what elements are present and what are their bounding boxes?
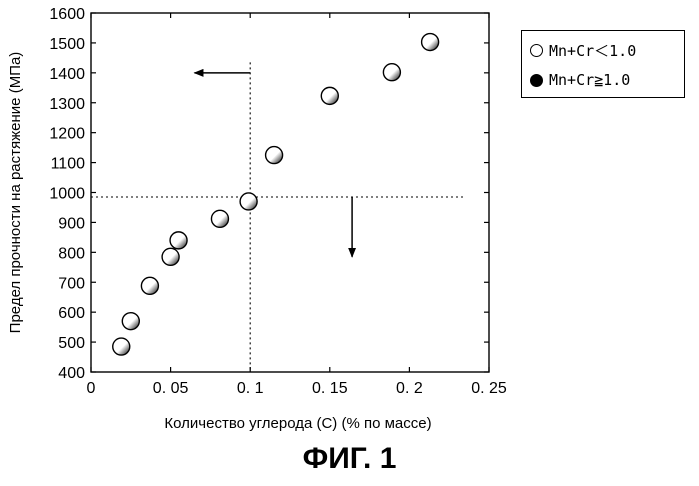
- y-tick-label: 1100: [51, 156, 86, 173]
- y-tick-label: 900: [58, 215, 85, 232]
- x-tick-label: 0. 2: [396, 380, 423, 397]
- open-circle-marker-icon: [530, 43, 543, 57]
- data-point-open: [264, 145, 284, 165]
- y-tick-label: 1000: [49, 186, 85, 203]
- data-point-open: [169, 231, 188, 250]
- data-point-open: [121, 311, 141, 331]
- y-tick-label: 700: [58, 275, 85, 292]
- data-point-open: [239, 192, 258, 211]
- y-axis-label: Предел прочности на растяжение (МПа): [7, 52, 24, 334]
- data-point-open: [112, 337, 131, 356]
- plot-frame: [90, 12, 490, 373]
- x-tick-label: 0. 25: [471, 380, 507, 397]
- y-tick-label: 400: [58, 365, 85, 382]
- data-point-open: [320, 86, 339, 106]
- y-tick-label: 1500: [49, 36, 85, 53]
- y-tick-label: 1200: [49, 126, 85, 143]
- y-tick-label: 600: [58, 305, 85, 322]
- filled-circle-marker-icon: [530, 73, 543, 87]
- data-point-open: [210, 209, 230, 229]
- data-point-open: [382, 63, 402, 82]
- x-tick-label: 0. 05: [153, 380, 189, 397]
- legend: Mn+Cr＜1.0 Mn+Cr≧1.0: [521, 30, 685, 98]
- y-tick-label: 1400: [49, 66, 85, 83]
- data-point-open: [161, 247, 180, 267]
- x-tick-label: 0. 15: [312, 380, 348, 397]
- legend-label-open: Mn+Cr＜1.0: [549, 41, 637, 60]
- figure-caption: ФИГ. 1: [302, 442, 397, 475]
- x-tick-label: 0. 1: [237, 380, 264, 397]
- y-tick-label: 1600: [49, 6, 85, 23]
- legend-label-filled: Mn+Cr≧1.0: [549, 71, 631, 89]
- data-point-open: [420, 32, 440, 52]
- y-tick-label: 500: [58, 335, 85, 352]
- x-axis-label: Количество углерода (С) (% по массе): [164, 415, 431, 432]
- y-tick-label: 1300: [49, 96, 85, 113]
- legend-entry-open: Mn+Cr＜1.0: [530, 39, 636, 61]
- legend-entry-filled: Mn+Cr≧1.0: [530, 69, 630, 91]
- y-tick-label: 800: [58, 245, 85, 262]
- x-tick-label: 0: [87, 380, 96, 397]
- data-point-open: [140, 276, 160, 296]
